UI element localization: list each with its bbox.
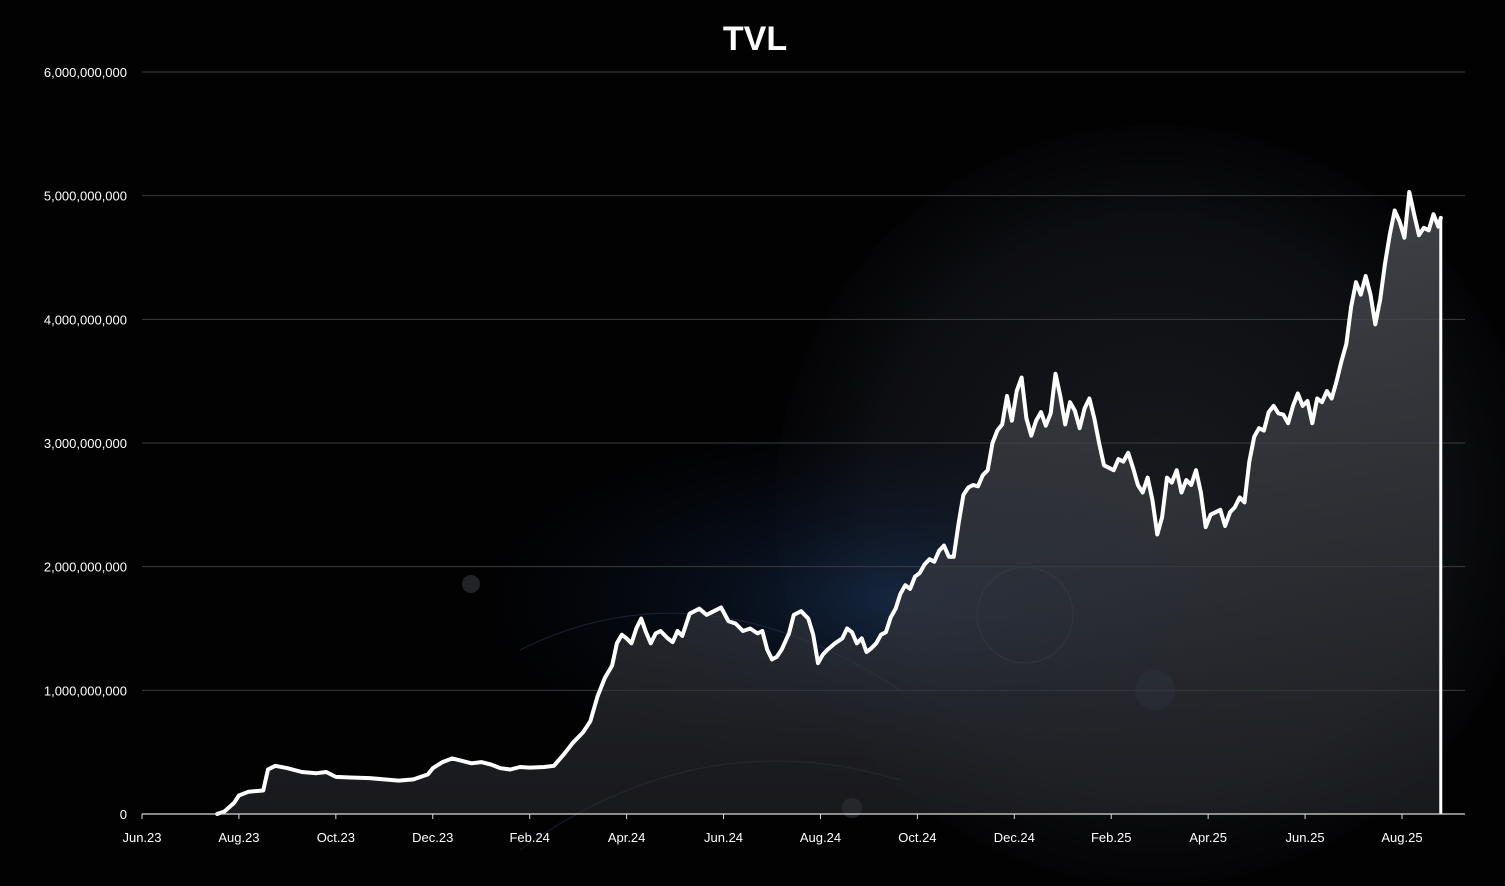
x-tick-label-10: Feb.25 — [1091, 830, 1131, 845]
series-line-0 — [215, 190, 1443, 816]
data-series — [215, 190, 1443, 816]
series-area-0 — [217, 192, 1441, 814]
x-tick-label-11: Apr.25 — [1189, 830, 1227, 845]
x-tick-label-1: Aug.23 — [218, 830, 259, 845]
y-axis-ticks: 0 1,000,000,000 2,000,000,000 3,000,000,000… — [44, 65, 127, 822]
x-tick-label-4: Feb.24 — [509, 830, 549, 845]
bg-orb-small — [462, 575, 480, 593]
y-tick-label-0: 0 — [120, 807, 127, 822]
x-tick-label-5: Apr.24 — [608, 830, 646, 845]
y-tick-label-6: 6,000,000,000 — [44, 65, 127, 80]
chart-title: TVL — [723, 20, 787, 58]
y-tick-label-1: 1,000,000,000 — [44, 683, 127, 698]
y-tick-label-5: 5,000,000,000 — [44, 189, 127, 204]
x-tick-label-8: Oct.24 — [898, 830, 936, 845]
y-tick-label-3: 3,000,000,000 — [44, 436, 127, 451]
x-tick-label-2: Oct.23 — [317, 830, 355, 845]
x-axis-ticks: Jun.23 Aug.23 Oct.23 Dec.23 Feb.24 Apr.24 Jun.… — [122, 814, 1423, 845]
x-tick-label-6: Jun.24 — [704, 830, 743, 845]
x-tick-label-0: Jun.23 — [122, 830, 161, 845]
y-tick-label-4: 4,000,000,000 — [44, 312, 127, 327]
x-tick-label-7: Aug.24 — [800, 830, 841, 845]
y-tick-label-2: 2,000,000,000 — [44, 560, 127, 575]
x-tick-label-13: Aug.25 — [1381, 830, 1422, 845]
x-tick-label-9: Dec.24 — [994, 830, 1035, 845]
x-tick-label-12: Jun.25 — [1286, 830, 1325, 845]
x-tick-label-3: Dec.23 — [412, 830, 453, 845]
